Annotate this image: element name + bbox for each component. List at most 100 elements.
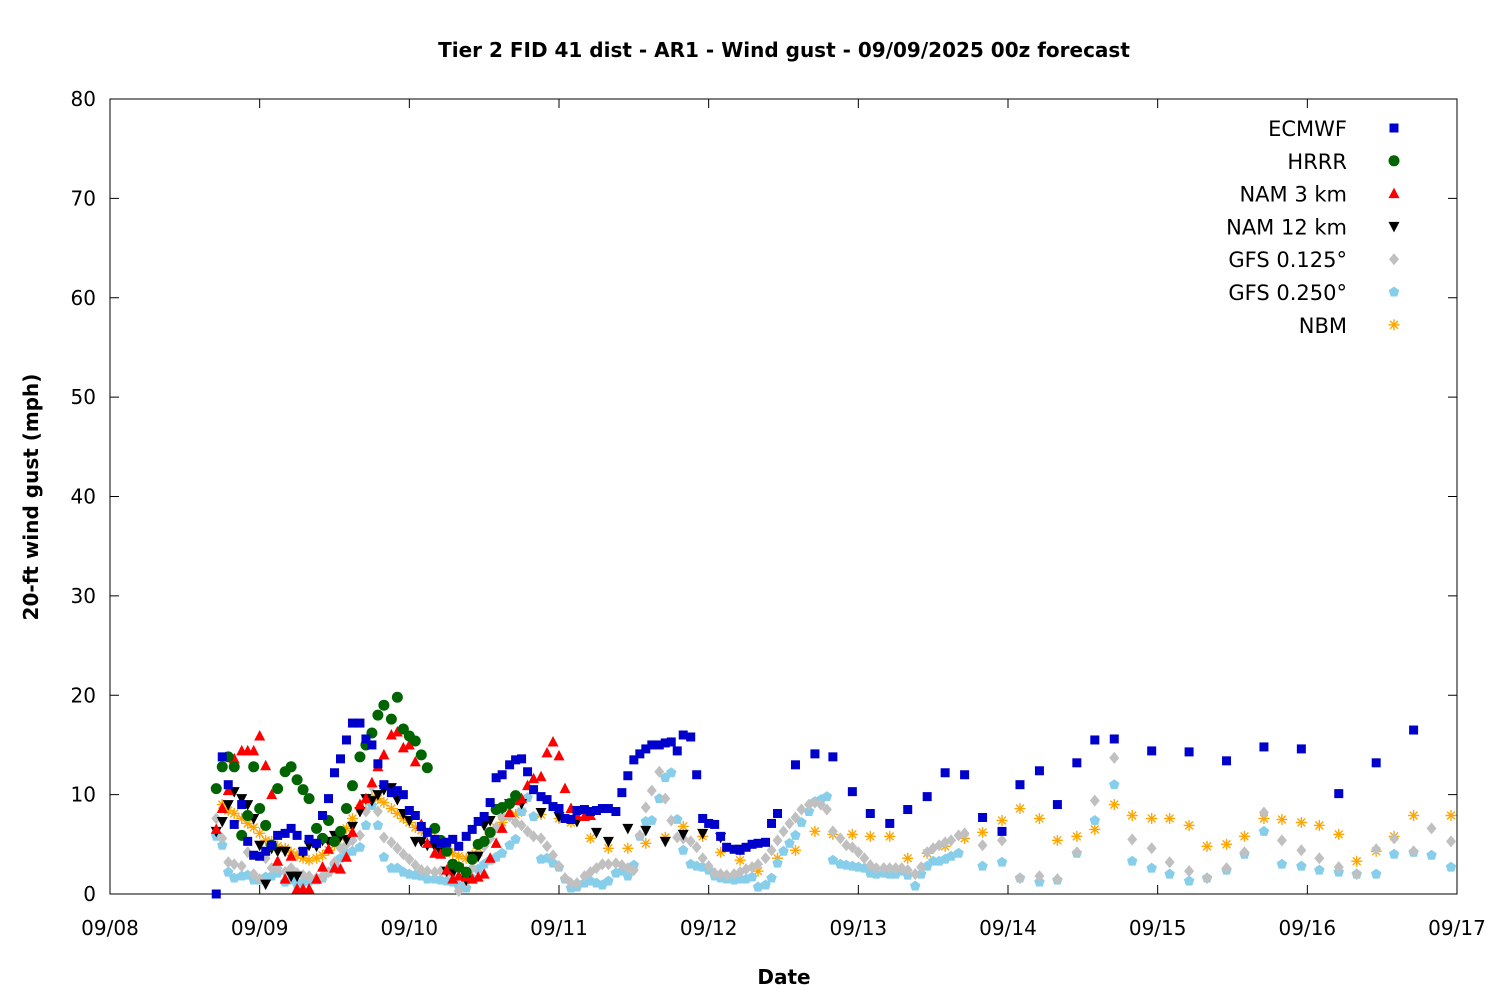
data-point: [267, 840, 277, 850]
data-point: [360, 819, 372, 830]
data-point: [542, 840, 553, 853]
data-point: [436, 838, 446, 848]
data-point: [603, 858, 614, 871]
data-point: [347, 718, 357, 728]
data-point: [977, 826, 989, 838]
data-point: [216, 802, 228, 814]
data-point: [909, 880, 921, 891]
data-point: [1371, 758, 1381, 768]
data-point: [248, 868, 259, 881]
data-point: [317, 861, 329, 872]
data-point: [254, 803, 266, 815]
x-tick-label: 09/15: [1129, 916, 1187, 940]
data-point: [1090, 735, 1100, 745]
data-point: [460, 866, 472, 878]
data-point: [960, 770, 970, 780]
data-point: [360, 792, 372, 804]
data-point: [903, 805, 913, 815]
data-point: [1146, 842, 1157, 855]
data-point: [1052, 873, 1063, 886]
data-point: [1089, 814, 1101, 825]
data-point: [236, 860, 247, 873]
data-point: [659, 836, 671, 848]
data-point: [1333, 861, 1344, 874]
data-point: [236, 794, 248, 805]
data-point: [442, 837, 452, 847]
y-tick-label: 30: [71, 584, 96, 608]
data-point: [672, 831, 683, 844]
data-point: [280, 828, 290, 838]
data-point: [790, 811, 801, 824]
data-point: [441, 864, 453, 875]
data-point: [629, 755, 639, 765]
data-point: [429, 866, 440, 879]
data-point: [366, 776, 378, 788]
data-point: [672, 746, 682, 756]
y-tick-label: 50: [71, 385, 96, 409]
data-point: [367, 740, 377, 750]
data-point: [884, 862, 895, 875]
data-point: [597, 858, 608, 871]
data-point: [778, 845, 789, 856]
data-point: [1146, 862, 1157, 873]
data-point: [666, 767, 677, 778]
data-series: [210, 691, 1457, 899]
data-point: [297, 784, 309, 796]
data-point: [496, 822, 508, 833]
data-point: [260, 879, 272, 891]
data-point: [553, 749, 565, 761]
data-point: [415, 749, 427, 761]
x-tick-label: 09/09: [231, 916, 289, 940]
data-point: [334, 863, 346, 874]
data-point: [528, 810, 539, 821]
legend-marker: [1389, 123, 1399, 133]
data-point: [1258, 825, 1270, 836]
data-point: [766, 844, 777, 857]
data-point: [1239, 846, 1250, 859]
legend: ECMWF HRRR NAM 3 km NAM 12 km GFS 0.125° GFS …: [1226, 117, 1400, 338]
data-point: [1276, 858, 1288, 869]
data-point: [1052, 800, 1062, 810]
data-point: [453, 870, 465, 881]
y-tick-label: 10: [71, 783, 96, 807]
series-gfs-0-250: [211, 767, 1457, 893]
data-point: [484, 852, 496, 863]
data-point: [760, 852, 771, 865]
data-point: [790, 760, 800, 770]
data-point: [1089, 794, 1100, 807]
data-point: [373, 759, 383, 769]
data-point: [766, 872, 777, 883]
data-point: [1426, 849, 1437, 860]
data-point: [1109, 734, 1119, 744]
data-point: [1183, 875, 1195, 886]
data-point: [796, 803, 807, 816]
data-point: [1109, 751, 1120, 764]
data-point: [323, 843, 335, 854]
data-point: [603, 875, 614, 886]
data-point: [229, 858, 240, 871]
x-tick-label: 09/14: [979, 916, 1037, 940]
data-point: [404, 806, 414, 816]
data-point: [603, 804, 613, 814]
data-point: [216, 816, 228, 828]
data-point: [254, 840, 266, 852]
data-point: [1072, 758, 1082, 768]
data-point: [810, 749, 820, 759]
data-point: [910, 868, 921, 881]
data-point: [410, 810, 420, 820]
data-point: [753, 838, 763, 848]
legend-marker: [1388, 286, 1400, 297]
data-point: [761, 837, 771, 847]
data-point: [292, 830, 302, 840]
data-point: [716, 831, 726, 841]
data-point: [1147, 746, 1157, 756]
data-point: [734, 854, 746, 866]
data-point: [1408, 845, 1419, 858]
data-point: [255, 851, 265, 861]
data-point: [448, 834, 458, 844]
data-point: [790, 829, 801, 840]
data-point: [559, 872, 570, 885]
data-point: [640, 801, 651, 814]
x-tick-label: 09/12: [680, 916, 738, 940]
data-point: [916, 861, 927, 874]
